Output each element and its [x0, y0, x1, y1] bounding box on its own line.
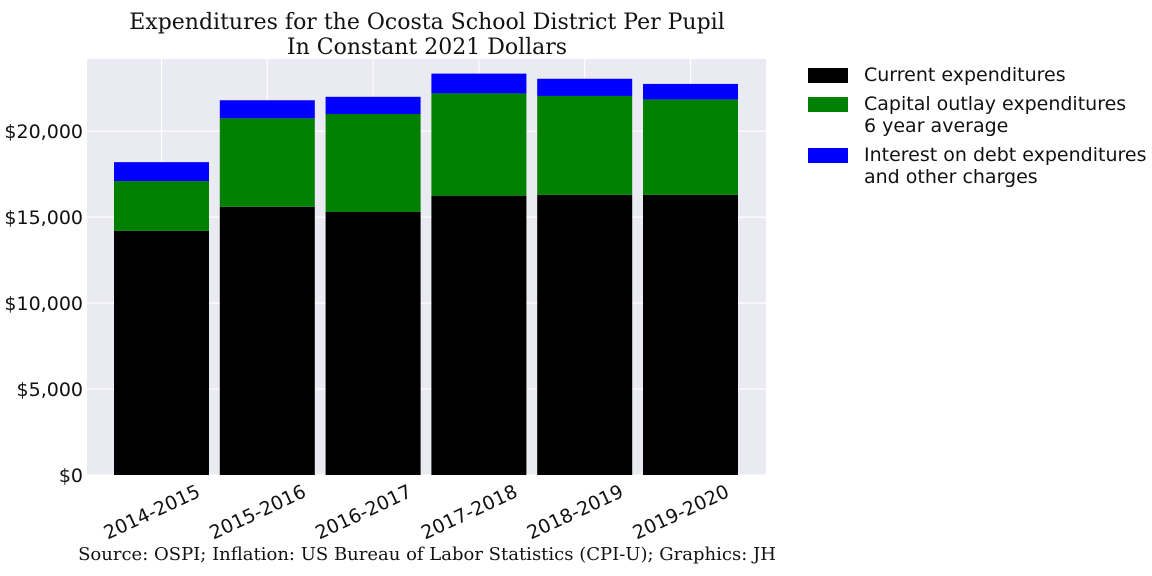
bar-segment-current-2018-2019	[537, 194, 633, 476]
legend-label: Current expenditures	[864, 64, 1066, 86]
bar-segment-current-2016-2017	[325, 211, 421, 475]
y-tick-label: $5,000	[17, 379, 83, 401]
bar-segment-capital-2015-2016	[219, 118, 315, 207]
legend: Current expenditures Capital outlay expen…	[808, 64, 1146, 188]
bar-segment-capital-2014-2015	[114, 181, 209, 231]
legend-swatch	[808, 97, 848, 112]
chart-title-line-1: Expenditures for the Ocosta School Distr…	[129, 10, 725, 35]
bar-segment-capital-2018-2019	[537, 95, 633, 195]
y-tick-label: $20,000	[4, 121, 83, 143]
chart-title-line-2: In Constant 2021 Dollars	[287, 35, 567, 60]
bar-segment-current-2019-2020	[643, 194, 738, 476]
bar-segment-interest-2014-2015	[114, 162, 209, 182]
bar-segment-interest-2018-2019	[537, 78, 633, 96]
x-axis: 2014-2015 2015-2016 2016-2017 2017-2018 2018…	[100, 481, 732, 545]
bar-segment-current-2015-2016	[219, 206, 315, 475]
bars	[114, 73, 738, 476]
legend-label: Capital outlay expenditures	[864, 93, 1126, 115]
legend-label: Interest on debt expenditures	[864, 144, 1146, 166]
y-tick-label: $0	[59, 465, 83, 487]
bar-segment-interest-2015-2016	[219, 100, 315, 119]
bar-segment-current-2014-2015	[114, 230, 209, 475]
x-tick-label: 2016-2017	[312, 481, 415, 545]
bar-segment-interest-2019-2020	[643, 83, 738, 100]
source-note: Source: OSPI; Inflation: US Bureau of La…	[78, 544, 776, 565]
bar-segment-interest-2017-2018	[431, 73, 527, 94]
x-tick-label: 2015-2016	[206, 481, 309, 545]
bar-segment-current-2017-2018	[431, 195, 527, 475]
legend-swatch	[808, 68, 848, 83]
bar-segment-interest-2016-2017	[325, 96, 421, 115]
legend-swatch	[808, 148, 848, 163]
x-tick-label: 2014-2015	[100, 481, 203, 545]
x-tick-label: 2018-2019	[524, 481, 627, 545]
x-tick-label: 2017-2018	[418, 481, 521, 545]
legend-label: and other charges	[864, 166, 1038, 188]
x-tick-label: 2019-2020	[629, 481, 732, 545]
bar-segment-capital-2016-2017	[325, 114, 421, 212]
bar-segment-capital-2017-2018	[431, 93, 527, 196]
y-axis: $0 $5,000 $10,000 $15,000 $20,000	[4, 121, 83, 487]
bar-segment-capital-2019-2020	[643, 99, 738, 195]
legend-label: 6 year average	[864, 115, 1008, 137]
y-tick-label: $10,000	[4, 293, 83, 315]
y-tick-label: $15,000	[4, 207, 83, 229]
